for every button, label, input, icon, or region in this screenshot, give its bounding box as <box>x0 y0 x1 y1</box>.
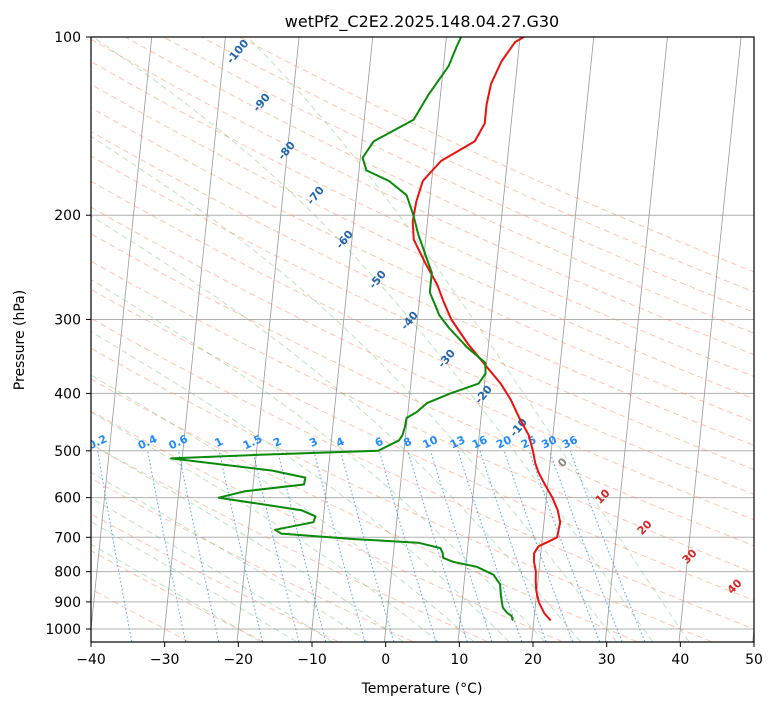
dry-adiabat <box>91 131 754 446</box>
isotherm-gridline <box>457 37 521 642</box>
x-tick-label: 50 <box>745 652 763 668</box>
y-tick-label: 200 <box>54 208 81 224</box>
y-tick-label: 100 <box>54 30 81 46</box>
x-tick-label: −40 <box>76 652 106 668</box>
mixing-ratio-line <box>277 450 327 642</box>
dry-adiabat <box>91 443 488 642</box>
mixing-ratio-line <box>503 450 573 642</box>
isotherm-gridline <box>162 37 226 642</box>
dry-adiabat <box>91 513 339 642</box>
profile-lines <box>170 37 562 621</box>
y-tick-label: 800 <box>54 565 81 581</box>
y-tick-label: 400 <box>54 386 81 402</box>
y-tick-label: 600 <box>54 491 81 507</box>
mixing-ratio-line <box>378 450 437 642</box>
plot-frame <box>90 36 755 643</box>
dry-adiabat <box>91 107 754 423</box>
moist-adiabat <box>91 443 404 642</box>
mixing-ratio-label: 20 <box>494 433 514 451</box>
moist-adiabat <box>91 215 581 642</box>
mixing-ratio-label: 10 <box>421 433 441 451</box>
isotherm-gridline <box>531 37 595 642</box>
x-tick-label: −30 <box>150 652 180 668</box>
y-tick-label: 1000 <box>45 622 81 638</box>
moist-adiabat <box>91 411 439 642</box>
mixing-ratio-label: 36 <box>560 433 580 451</box>
mixing-ratio-line <box>479 450 547 642</box>
mixing-ratio-line <box>313 450 366 642</box>
dry-adiabat <box>91 378 637 642</box>
dry-adiabat <box>91 317 754 630</box>
isotherm-gridline <box>678 37 742 642</box>
dry-adiabat <box>91 477 413 642</box>
dry-adiabat <box>91 38 754 356</box>
dry-adiabat <box>91 347 712 642</box>
x-tick-label: 20 <box>524 652 542 668</box>
moist-adiabat <box>92 37 653 642</box>
y-tick-label: 500 <box>54 444 81 460</box>
mixing-ratio-line <box>430 450 493 642</box>
mixing-ratio-label: 13 <box>448 433 467 451</box>
mixing-ratio-line <box>407 450 468 642</box>
y-axis-title: Pressure (hPa) <box>12 290 28 390</box>
moist-adiabat <box>91 279 546 642</box>
temperature-series-line <box>411 37 562 621</box>
dry-adiabat <box>91 206 754 521</box>
dry-adiabat <box>201 37 754 293</box>
y-axis-ticks: 100 200 300 400 500 600 700 800 900 1000 <box>45 30 91 638</box>
x-tick-label: 30 <box>598 652 616 668</box>
dry-adiabat <box>91 180 754 495</box>
isotherm-gridline <box>236 37 300 642</box>
isotherm-gridline <box>604 37 668 642</box>
mixing-ratio-label: 25 <box>519 433 538 451</box>
moist-adiabat <box>91 471 368 642</box>
mixing-ratio-line <box>339 450 395 642</box>
mixing-ratio-line <box>457 450 523 642</box>
x-tick-label: −20 <box>224 652 254 668</box>
mixing-ratio-line <box>178 450 220 642</box>
mixing-ratio-line <box>252 450 300 642</box>
isotherm-gridline <box>91 37 153 633</box>
mixing-ratio-label: 30 <box>540 433 560 451</box>
background-lines <box>91 37 754 642</box>
x-tick-label: 40 <box>671 652 689 668</box>
x-tick-label: 0 <box>381 652 390 668</box>
moist-adiabat <box>91 374 474 642</box>
mixing-ratio-line <box>548 450 623 642</box>
x-tick-label: −10 <box>297 652 327 668</box>
dewpoint-series-line <box>170 37 514 621</box>
dry-adiabat <box>91 410 563 642</box>
x-axis-ticks: −40 −30 −20 −10 0 10 20 30 40 50 <box>76 642 763 668</box>
mixing-ratio-line <box>528 450 601 642</box>
moist-adiabat <box>91 331 510 642</box>
dry-adiabat <box>91 550 264 642</box>
x-tick-label: 10 <box>450 652 468 668</box>
mixing-ratio-label: 16 <box>470 433 490 451</box>
moist-adiabat <box>247 37 690 642</box>
y-tick-label: 300 <box>54 312 81 328</box>
y-tick-label: 900 <box>54 595 81 611</box>
x-axis-title: Temperature (°C) <box>361 681 483 697</box>
mixing-ratio-line <box>218 450 263 642</box>
y-tick-label: 700 <box>54 530 81 546</box>
chart-title: wetPf2_C2E2.2025.148.04.27.G30 <box>285 12 559 32</box>
mixing-ratio-line <box>569 450 646 642</box>
